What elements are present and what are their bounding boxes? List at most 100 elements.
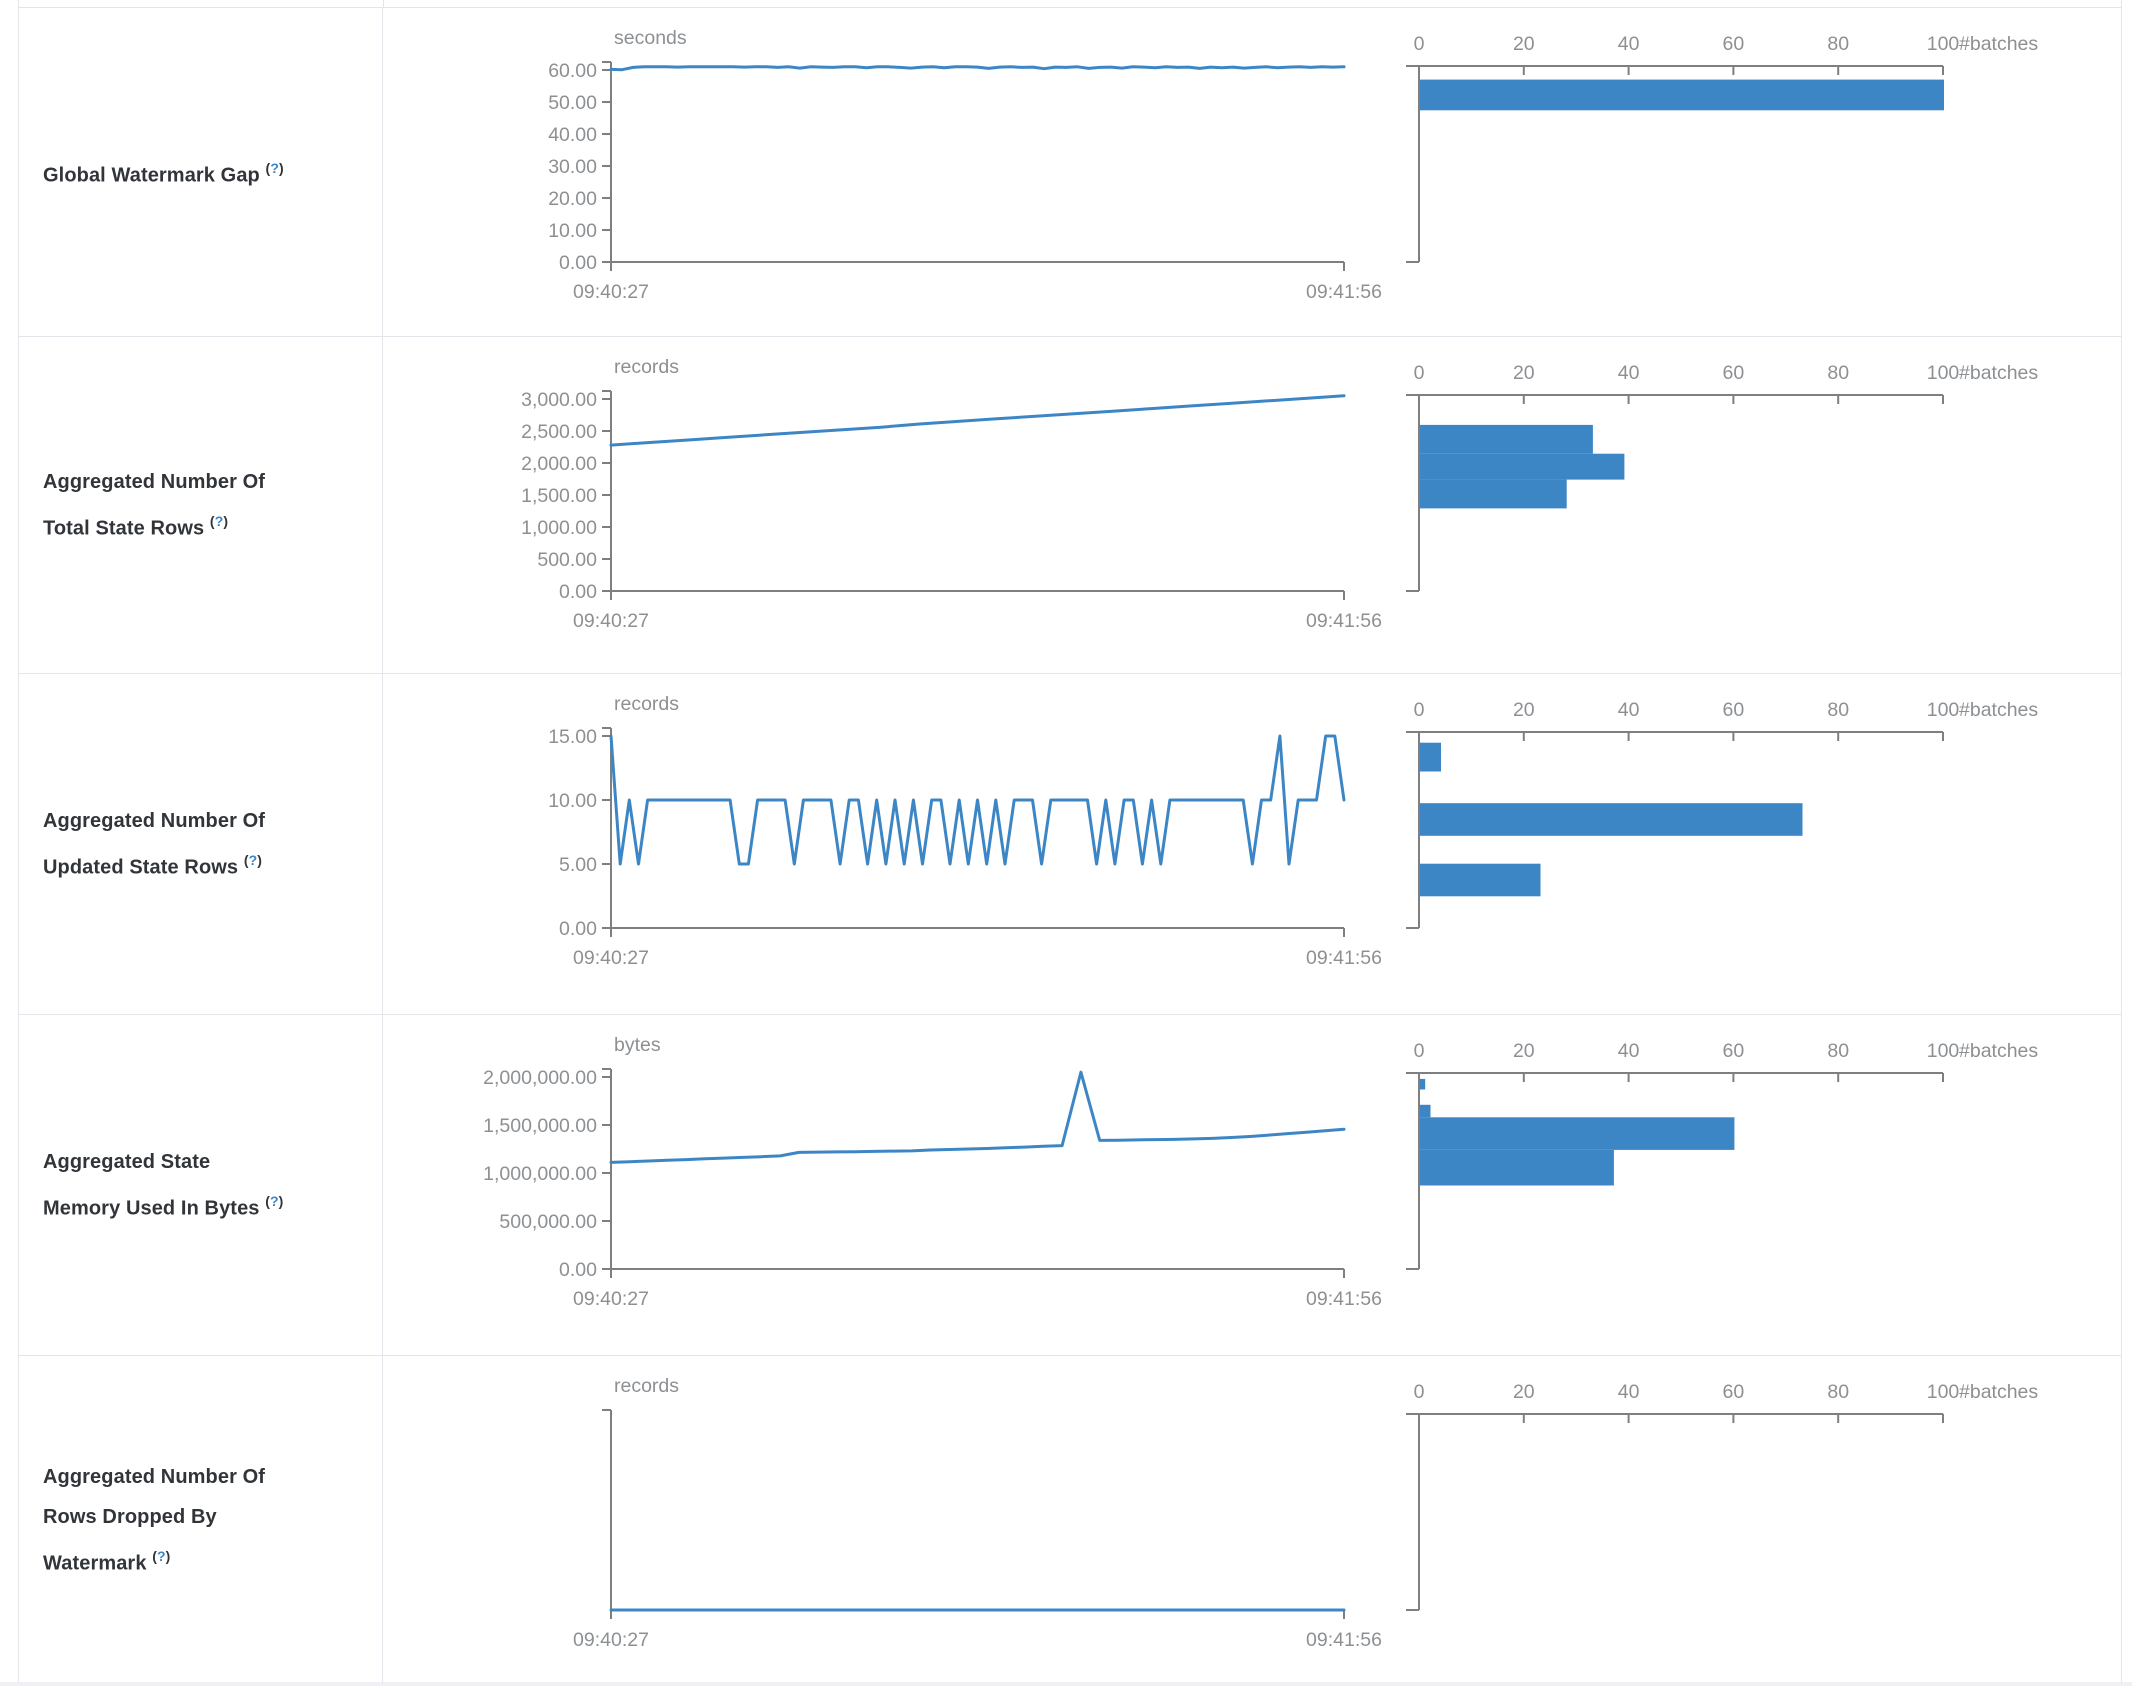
svg-text:0: 0	[1414, 699, 1425, 721]
question-mark-icon[interactable]: ?	[248, 851, 258, 868]
svg-text:3,000.00: 3,000.00	[521, 389, 597, 411]
svg-text:1,500,000.00: 1,500,000.00	[483, 1115, 597, 1137]
svg-text:20.00: 20.00	[548, 188, 597, 210]
metric-row-total-state-rows: Aggregated Number Of Total State Rows (?…	[19, 337, 2121, 674]
svg-text:1,000,000.00: 1,000,000.00	[483, 1163, 597, 1185]
metric-label-cell: Aggregated State Memory Used In Bytes (?…	[19, 1015, 383, 1355]
timeline-and-histogram-chart: records 09:40:27 09:41:56 0 20 40 60 80 100 #batc…	[573, 1375, 2038, 1651]
svg-text:40: 40	[1618, 1040, 1640, 1062]
svg-text:100: 100	[1927, 362, 1960, 384]
svg-text:09:40:27: 09:40:27	[573, 1629, 649, 1651]
metric-label-cell: Global Watermark Gap (?)	[19, 8, 383, 336]
svg-text:5.00: 5.00	[559, 854, 597, 876]
help-tooltip-link[interactable]: (?)	[209, 512, 229, 529]
svg-text:500,000.00: 500,000.00	[499, 1211, 597, 1233]
svg-text:2,000,000.00: 2,000,000.00	[483, 1067, 597, 1089]
timeline-and-histogram-chart: records 0.00 5.00 10.00 15.00 09:40:27 09:41:5…	[548, 693, 2038, 969]
chart-cell: records 09:40:27 09:41:56 0 20 40 60 80 100 #batc…	[383, 1356, 2121, 1685]
timeline-and-histogram-chart: records 0.00 500.00 1,000.00 1,500.00 2,000.0…	[521, 356, 2038, 632]
svg-text:20: 20	[1513, 33, 1535, 55]
metric-row-updated-state-rows: Aggregated Number Of Updated State Rows …	[19, 674, 2121, 1015]
svg-text:50.00: 50.00	[548, 92, 597, 114]
svg-text:0: 0	[1414, 33, 1425, 55]
svg-text:80: 80	[1827, 362, 1849, 384]
svg-text:#batches: #batches	[1959, 362, 2038, 384]
svg-text:15.00: 15.00	[548, 726, 597, 748]
svg-text:0: 0	[1414, 1381, 1425, 1403]
metric-row-state-memory-used: Aggregated State Memory Used In Bytes (?…	[19, 1015, 2121, 1356]
svg-text:09:41:56: 09:41:56	[1306, 1629, 1382, 1651]
metric-row-global-watermark-gap: Global Watermark Gap (?) seconds 0.00 10.0…	[19, 8, 2121, 337]
svg-text:0.00: 0.00	[559, 252, 597, 274]
svg-text:09:40:27: 09:40:27	[573, 281, 649, 303]
svg-text:20: 20	[1513, 1381, 1535, 1403]
svg-text:30.00: 30.00	[548, 156, 597, 178]
svg-text:0.00: 0.00	[559, 918, 597, 940]
svg-text:100: 100	[1927, 699, 1960, 721]
chart-cell: seconds 0.00 10.00 20.00 30.00 40.00 50.00 60.0…	[383, 8, 2121, 336]
svg-text:80: 80	[1827, 699, 1849, 721]
metric-title-text: Global Watermark Gap	[43, 164, 260, 187]
chart-cell: bytes 0.00 500,000.00 1,000,000.00 1,500,000…	[383, 1015, 2121, 1355]
timeline-and-histogram-chart: seconds 0.00 10.00 20.00 30.00 40.00 50.00 60.0…	[548, 27, 2038, 303]
svg-text:20: 20	[1513, 1040, 1535, 1062]
question-mark-icon[interactable]: ?	[214, 512, 224, 529]
svg-text:#batches: #batches	[1959, 699, 2038, 721]
svg-text:2,000.00: 2,000.00	[521, 453, 597, 475]
page-background-below-table	[0, 1682, 2132, 1686]
help-tooltip-link[interactable]: (?)	[152, 1548, 171, 1565]
svg-text:seconds: seconds	[614, 27, 687, 49]
svg-text:09:41:56: 09:41:56	[1306, 1288, 1382, 1310]
svg-text:0.00: 0.00	[559, 581, 597, 603]
svg-text:records: records	[614, 1375, 679, 1397]
svg-text:40: 40	[1618, 1381, 1640, 1403]
svg-text:10.00: 10.00	[548, 220, 597, 242]
svg-text:09:40:27: 09:40:27	[573, 610, 649, 632]
question-mark-icon[interactable]: ?	[270, 159, 279, 176]
svg-text:80: 80	[1827, 1040, 1849, 1062]
metric-label-cell: Aggregated Number Of Updated State Rows …	[19, 674, 383, 1014]
svg-text:1,500.00: 1,500.00	[521, 485, 597, 507]
svg-text:40: 40	[1618, 362, 1640, 384]
svg-text:60: 60	[1723, 33, 1745, 55]
statistics-table: Global Watermark Gap (?) seconds 0.00 10.0…	[18, 0, 2122, 1686]
metric-label-cell: Aggregated Number Of Rows Dropped By Wat…	[19, 1356, 383, 1685]
svg-text:100: 100	[1927, 1381, 1960, 1403]
svg-text:40.00: 40.00	[548, 124, 597, 146]
svg-text:60: 60	[1723, 699, 1745, 721]
metric-row-rows-dropped-by-watermark: Aggregated Number Of Rows Dropped By Wat…	[19, 1356, 2121, 1686]
svg-text:0: 0	[1414, 1040, 1425, 1062]
svg-text:60: 60	[1723, 362, 1745, 384]
chart-cell: records 0.00 5.00 10.00 15.00 09:40:27 09:41:5…	[383, 674, 2121, 1014]
svg-text:100: 100	[1927, 33, 1960, 55]
svg-text:100: 100	[1927, 1040, 1960, 1062]
timeline-and-histogram-chart: bytes 0.00 500,000.00 1,000,000.00 1,500,000…	[483, 1034, 2038, 1310]
svg-text:20: 20	[1513, 362, 1535, 384]
svg-text:bytes: bytes	[614, 1034, 661, 1056]
metric-label-cell: Aggregated Number Of Total State Rows (?…	[19, 337, 383, 673]
svg-text:20: 20	[1513, 699, 1535, 721]
svg-text:09:41:56: 09:41:56	[1306, 947, 1382, 969]
question-mark-icon[interactable]: ?	[156, 1548, 166, 1565]
svg-text:2,500.00: 2,500.00	[521, 421, 597, 443]
svg-text:#batches: #batches	[1959, 33, 2038, 55]
metric-title: Aggregated Number Of Total State Rows (?…	[43, 462, 291, 549]
metric-title-text: Aggregated Number Of Updated State Rows	[43, 809, 266, 879]
svg-text:09:40:27: 09:40:27	[573, 1288, 649, 1310]
svg-text:records: records	[614, 693, 679, 715]
help-tooltip-link[interactable]: (?)	[265, 159, 284, 176]
svg-text:60.00: 60.00	[548, 60, 597, 82]
svg-text:40: 40	[1618, 699, 1640, 721]
svg-text:500.00: 500.00	[537, 549, 597, 571]
metric-title-text: Aggregated Number Of Rows Dropped By Wat…	[43, 1466, 266, 1575]
svg-text:#batches: #batches	[1959, 1381, 2038, 1403]
svg-text:#batches: #batches	[1959, 1040, 2038, 1062]
metric-title-text: Aggregated Number Of Total State Rows	[43, 470, 266, 540]
svg-text:80: 80	[1827, 33, 1849, 55]
help-tooltip-link[interactable]: (?)	[265, 1192, 284, 1209]
svg-text:records: records	[614, 356, 679, 378]
svg-text:60: 60	[1723, 1040, 1745, 1062]
svg-text:09:40:27: 09:40:27	[573, 947, 649, 969]
question-mark-icon[interactable]: ?	[269, 1192, 279, 1209]
help-tooltip-link[interactable]: (?)	[243, 851, 263, 868]
